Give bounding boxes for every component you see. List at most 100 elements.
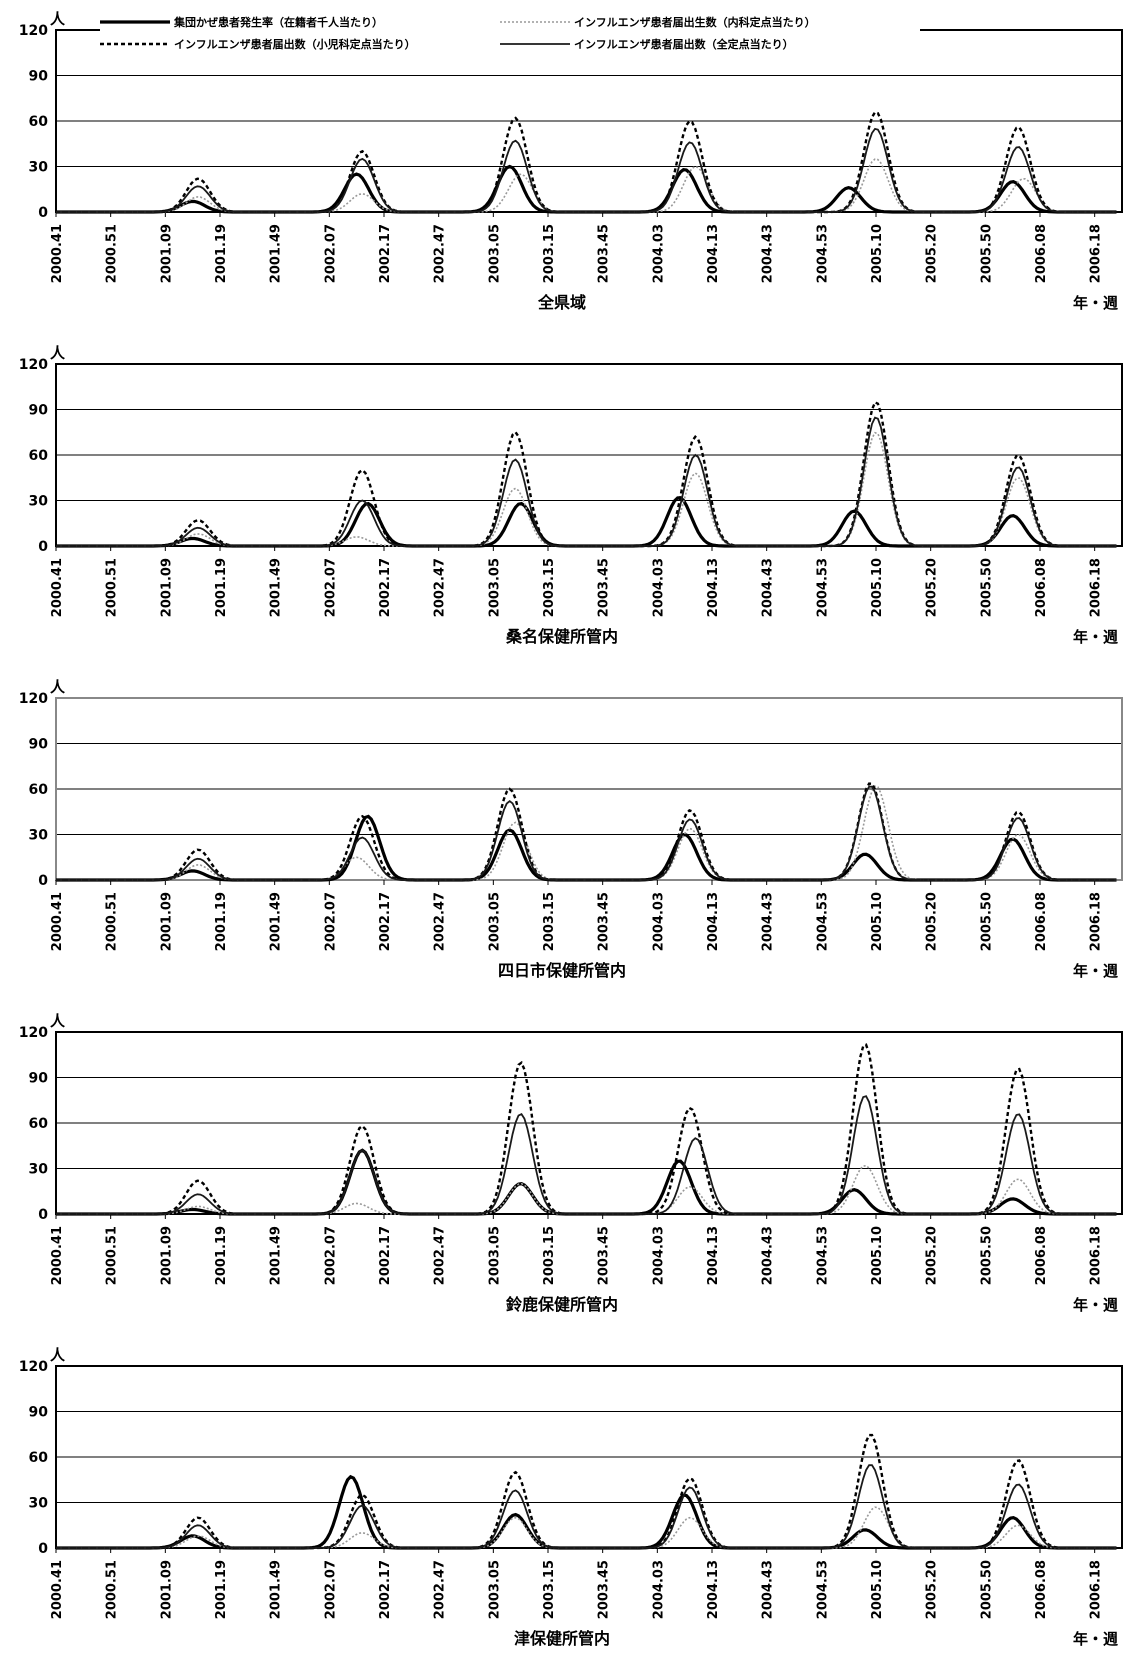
x-tick-label: 2006.08 [1034, 224, 1049, 283]
x-tick-label: 2003.45 [597, 1560, 612, 1619]
y-unit-label: 人 [50, 678, 66, 696]
x-tick-label: 2004.53 [815, 558, 830, 617]
x-tick-label: 2001.49 [269, 1226, 284, 1285]
x-axis-label: 年・週 [1073, 628, 1118, 646]
y-unit-label: 人 [50, 344, 66, 362]
chart-title: 桑名保健所管内 [505, 627, 618, 646]
y-tick-label: 120 [19, 357, 48, 373]
chart-panel-3: 人 0 30 60 90 120 2000.41 2000.51 2001.09 2001.19 2… [0, 668, 1125, 1002]
x-axis-label: 年・週 [1073, 294, 1118, 312]
legend-item: インフルエンザ患者届出数（小児科定点当たり） [100, 36, 416, 52]
series-line-2 [56, 1506, 1117, 1549]
x-tick-label: 2005.20 [925, 892, 940, 951]
y-tick-label: 0 [38, 205, 48, 221]
series-line-4 [56, 416, 1117, 547]
x-tick-label: 2006.18 [1089, 224, 1104, 283]
x-tick-label: 2003.15 [542, 1560, 557, 1619]
x-tick-label: 2002.47 [433, 892, 448, 951]
legend-item: インフルエンザ患者届出数（全定点当たり） [500, 36, 794, 52]
chart-svg: 人 0 30 60 90 120 2000.41 2000.51 2001.09 2001.19 2… [19, 344, 1123, 646]
series-line-3 [56, 110, 1117, 214]
legend-item: 集団かぜ患者発生率（在籍者千人当たり） [100, 14, 383, 30]
series-line-4 [56, 127, 1117, 213]
chart-title: 津保健所管内 [514, 1629, 610, 1648]
y-tick-label: 30 [29, 1162, 49, 1178]
x-tick-label: 2004.13 [706, 558, 721, 617]
x-tick-label: 2000.51 [105, 892, 120, 951]
series-line-4 [56, 785, 1117, 881]
series-line-2 [56, 431, 1117, 547]
x-tick-label: 2005.10 [870, 558, 885, 617]
x-tick-label: 2004.53 [815, 1226, 830, 1285]
x-tick-label: 2001.19 [214, 1226, 229, 1285]
y-tick-label: 0 [38, 873, 48, 889]
x-tick-label: 2005.10 [870, 892, 885, 951]
y-tick-label: 30 [29, 1496, 49, 1512]
series-line-3 [56, 1043, 1117, 1216]
x-tick-label: 2001.19 [214, 1560, 229, 1619]
x-tick-label: 2001.19 [214, 224, 229, 283]
x-tick-label: 2001.19 [214, 892, 229, 951]
x-tick-label: 2004.43 [761, 892, 776, 951]
x-tick-label: 2004.53 [815, 224, 830, 283]
x-tick-label: 2002.07 [323, 892, 338, 951]
chart-title: 全県域 [537, 293, 586, 312]
series-line-3 [56, 782, 1117, 882]
x-tick-label: 2000.41 [50, 1560, 65, 1619]
x-tick-label: 2005.20 [925, 1226, 940, 1285]
x-tick-label: 2002.07 [323, 558, 338, 617]
x-tick-label: 2006.08 [1034, 892, 1049, 951]
x-tick-label: 2006.08 [1034, 1226, 1049, 1285]
y-unit-label: 人 [50, 1012, 66, 1030]
x-tick-label: 2006.18 [1089, 892, 1104, 951]
y-tick-label: 0 [38, 539, 48, 555]
x-tick-label: 2004.03 [651, 224, 666, 283]
chart-svg: 人 0 30 60 90 120 2000.41 2000.51 2001.09 2001.19 2… [19, 1346, 1123, 1648]
x-tick-label: 2003.45 [597, 1226, 612, 1285]
y-tick-label: 90 [29, 403, 49, 419]
y-tick-label: 90 [29, 1405, 49, 1421]
y-tick-label: 60 [29, 114, 49, 130]
series-line-4 [56, 1464, 1117, 1549]
x-tick-label: 2001.49 [269, 1560, 284, 1619]
x-tick-label: 2004.03 [651, 558, 666, 617]
x-tick-label: 2004.43 [761, 1560, 776, 1619]
y-tick-label: 60 [29, 1450, 49, 1466]
y-tick-label: 60 [29, 782, 49, 798]
x-tick-label: 2003.15 [542, 1226, 557, 1285]
x-tick-label: 2003.05 [487, 558, 502, 617]
x-tick-label: 2003.45 [597, 558, 612, 617]
x-tick-label: 2003.15 [542, 224, 557, 283]
x-tick-label: 2004.53 [815, 892, 830, 951]
x-tick-label: 2005.10 [870, 1560, 885, 1619]
x-tick-label: 2002.17 [378, 224, 393, 283]
legend: 集団かぜ患者発生率（在籍者千人当たり） インフルエンザ患者届出生数（内科定点当たり… [100, 14, 920, 60]
chart-panel-1: 人 0 30 60 90 120 2000.41 2000.51 2001.09 2001.19 2… [0, 0, 1125, 334]
y-tick-label: 120 [19, 23, 48, 39]
x-tick-label: 2003.45 [597, 892, 612, 951]
chart-svg: 人 0 30 60 90 120 2000.41 2000.51 2001.09 2001.19 2… [19, 1012, 1123, 1314]
y-tick-label: 120 [19, 691, 48, 707]
x-tick-label: 2000.51 [105, 1560, 120, 1619]
x-tick-label: 2002.47 [433, 1226, 448, 1285]
x-tick-label: 2002.17 [378, 1560, 393, 1619]
y-tick-label: 30 [29, 160, 49, 176]
x-axis-label: 年・週 [1073, 1296, 1118, 1314]
x-tick-label: 2003.05 [487, 1560, 502, 1619]
legend-item: インフルエンザ患者届出生数（内科定点当たり） [500, 14, 816, 30]
x-tick-label: 2001.49 [269, 224, 284, 283]
x-tick-label: 2005.50 [979, 224, 994, 283]
legend-label: インフルエンザ患者届出数（小児科定点当たり） [174, 38, 416, 51]
x-tick-label: 2002.47 [433, 224, 448, 283]
chart-panel-4: 人 0 30 60 90 120 2000.41 2000.51 2001.09 2001.19 2… [0, 1002, 1125, 1336]
y-tick-label: 60 [29, 1116, 49, 1132]
series-line-3 [56, 1433, 1117, 1550]
x-tick-label: 2004.13 [706, 224, 721, 283]
x-tick-label: 2001.09 [159, 1560, 174, 1619]
legend-swatch [100, 42, 170, 46]
x-tick-label: 2004.43 [761, 558, 776, 617]
x-tick-label: 2000.41 [50, 558, 65, 617]
x-tick-label: 2004.43 [761, 1226, 776, 1285]
series-line-4 [56, 1095, 1117, 1215]
